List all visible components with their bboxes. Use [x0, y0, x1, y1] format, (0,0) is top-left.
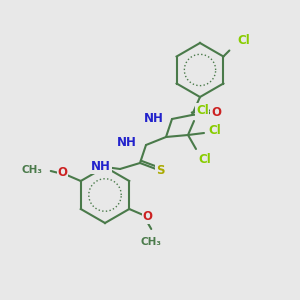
Text: Cl: Cl [237, 34, 250, 47]
Text: NH: NH [144, 112, 164, 124]
Text: NH: NH [117, 136, 137, 149]
Text: CH₃: CH₃ [22, 165, 43, 175]
Text: Cl: Cl [208, 124, 221, 137]
Text: O: O [211, 106, 221, 119]
Text: Cl: Cl [196, 104, 209, 117]
Text: Cl: Cl [198, 153, 211, 166]
Text: O: O [58, 167, 68, 179]
Text: NH: NH [91, 160, 111, 173]
Text: O: O [142, 211, 152, 224]
Text: S: S [156, 164, 164, 178]
Text: CH₃: CH₃ [141, 237, 162, 247]
